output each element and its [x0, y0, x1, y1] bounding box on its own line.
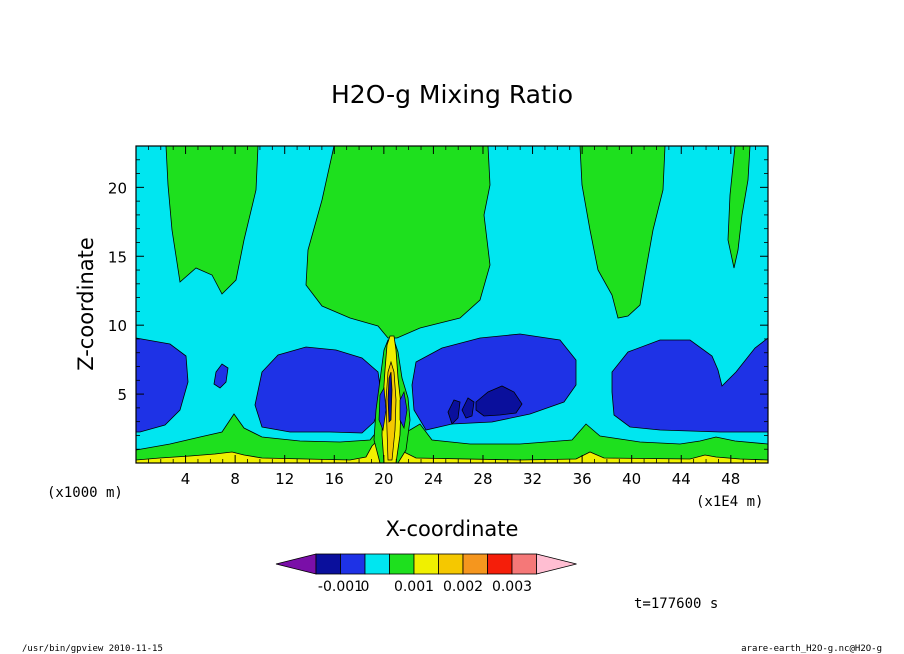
y-tick-label: 15: [108, 248, 127, 266]
x-tick-label: 12: [275, 470, 294, 488]
y-tick-label: 10: [108, 317, 127, 335]
contour-field: [136, 146, 768, 463]
time-label: t=177600 s: [634, 596, 718, 612]
colorbar-label: 0: [361, 579, 370, 595]
plot-frame: [135, 145, 769, 464]
colorbar-label: 0.002: [443, 579, 483, 595]
contour-green-upper-1: [165, 146, 259, 295]
contour-blue-right: [611, 337, 768, 433]
colorbar-swatch: [487, 553, 513, 575]
colorbar-label: 0.003: [492, 579, 532, 595]
colorbar-label: -0.001: [318, 579, 363, 595]
x-tick-label: 44: [672, 470, 691, 488]
x-tick-label: 24: [424, 470, 443, 488]
chart-title: H2O-g Mixing Ratio: [331, 80, 573, 109]
colorbar-swatch: [340, 553, 366, 575]
colorbar-extend-low: [275, 553, 317, 575]
x-tick-label: 48: [721, 470, 740, 488]
x-tick-label: 36: [573, 470, 592, 488]
contour-green-lower: [136, 413, 768, 463]
colorbar-extend-high: [536, 553, 577, 575]
colorbar-swatch: [413, 553, 439, 575]
y-tick-label: 5: [117, 386, 127, 404]
x-tick-label: 32: [523, 470, 542, 488]
colorbar-swatch: [511, 553, 537, 575]
x-tick-label: 16: [325, 470, 344, 488]
y-tick-label: 20: [108, 179, 127, 197]
colorbar-swatch: [462, 553, 488, 575]
x-tick-label: 20: [374, 470, 393, 488]
y-axis: 5 10 15 20: [108, 159, 768, 450]
colorbar-swatch: [364, 553, 390, 575]
contour-green-upper-3: [579, 146, 666, 319]
colorbar: [275, 553, 577, 575]
contour-blue-small: [213, 363, 229, 389]
contour-blue-left: [136, 337, 189, 433]
x-axis: 4 8 12 16 20 24 28 32 36 40 44 48: [147, 146, 757, 488]
x-tick-label: 40: [622, 470, 641, 488]
convective-column-blue-left: [378, 386, 387, 432]
contour-darkblue-1: [475, 385, 523, 417]
colorbar-swatch: [389, 553, 415, 575]
colorbar-swatch: [438, 553, 464, 575]
colorbar-label: 0.001: [394, 579, 434, 595]
contour-darkblue-3: [461, 397, 475, 419]
contour-blue-mid-1: [254, 346, 383, 434]
footer-right: arare-earth_H2O-g.nc@H2O-g: [741, 644, 882, 654]
x-axis-title: X-coordinate: [386, 517, 519, 541]
contour-green-upper-2: [305, 146, 491, 339]
contour-green-upper-4: [727, 146, 751, 269]
x-unit-left: (x1000 m): [47, 485, 123, 501]
x-unit-right: (x1E4 m): [696, 494, 763, 510]
convective-column-core: [387, 371, 393, 423]
footer-left: /usr/bin/gpview 2010-11-15: [22, 644, 163, 654]
x-tick-label: 28: [473, 470, 492, 488]
colorbar-swatch: [315, 553, 341, 575]
contour-darkblue-2: [447, 399, 461, 425]
x-tick-label: 8: [230, 470, 240, 488]
convective-column-blue-right: [399, 390, 408, 430]
y-axis-title: Z-coordinate: [74, 237, 98, 371]
x-tick-label: 4: [181, 470, 191, 488]
